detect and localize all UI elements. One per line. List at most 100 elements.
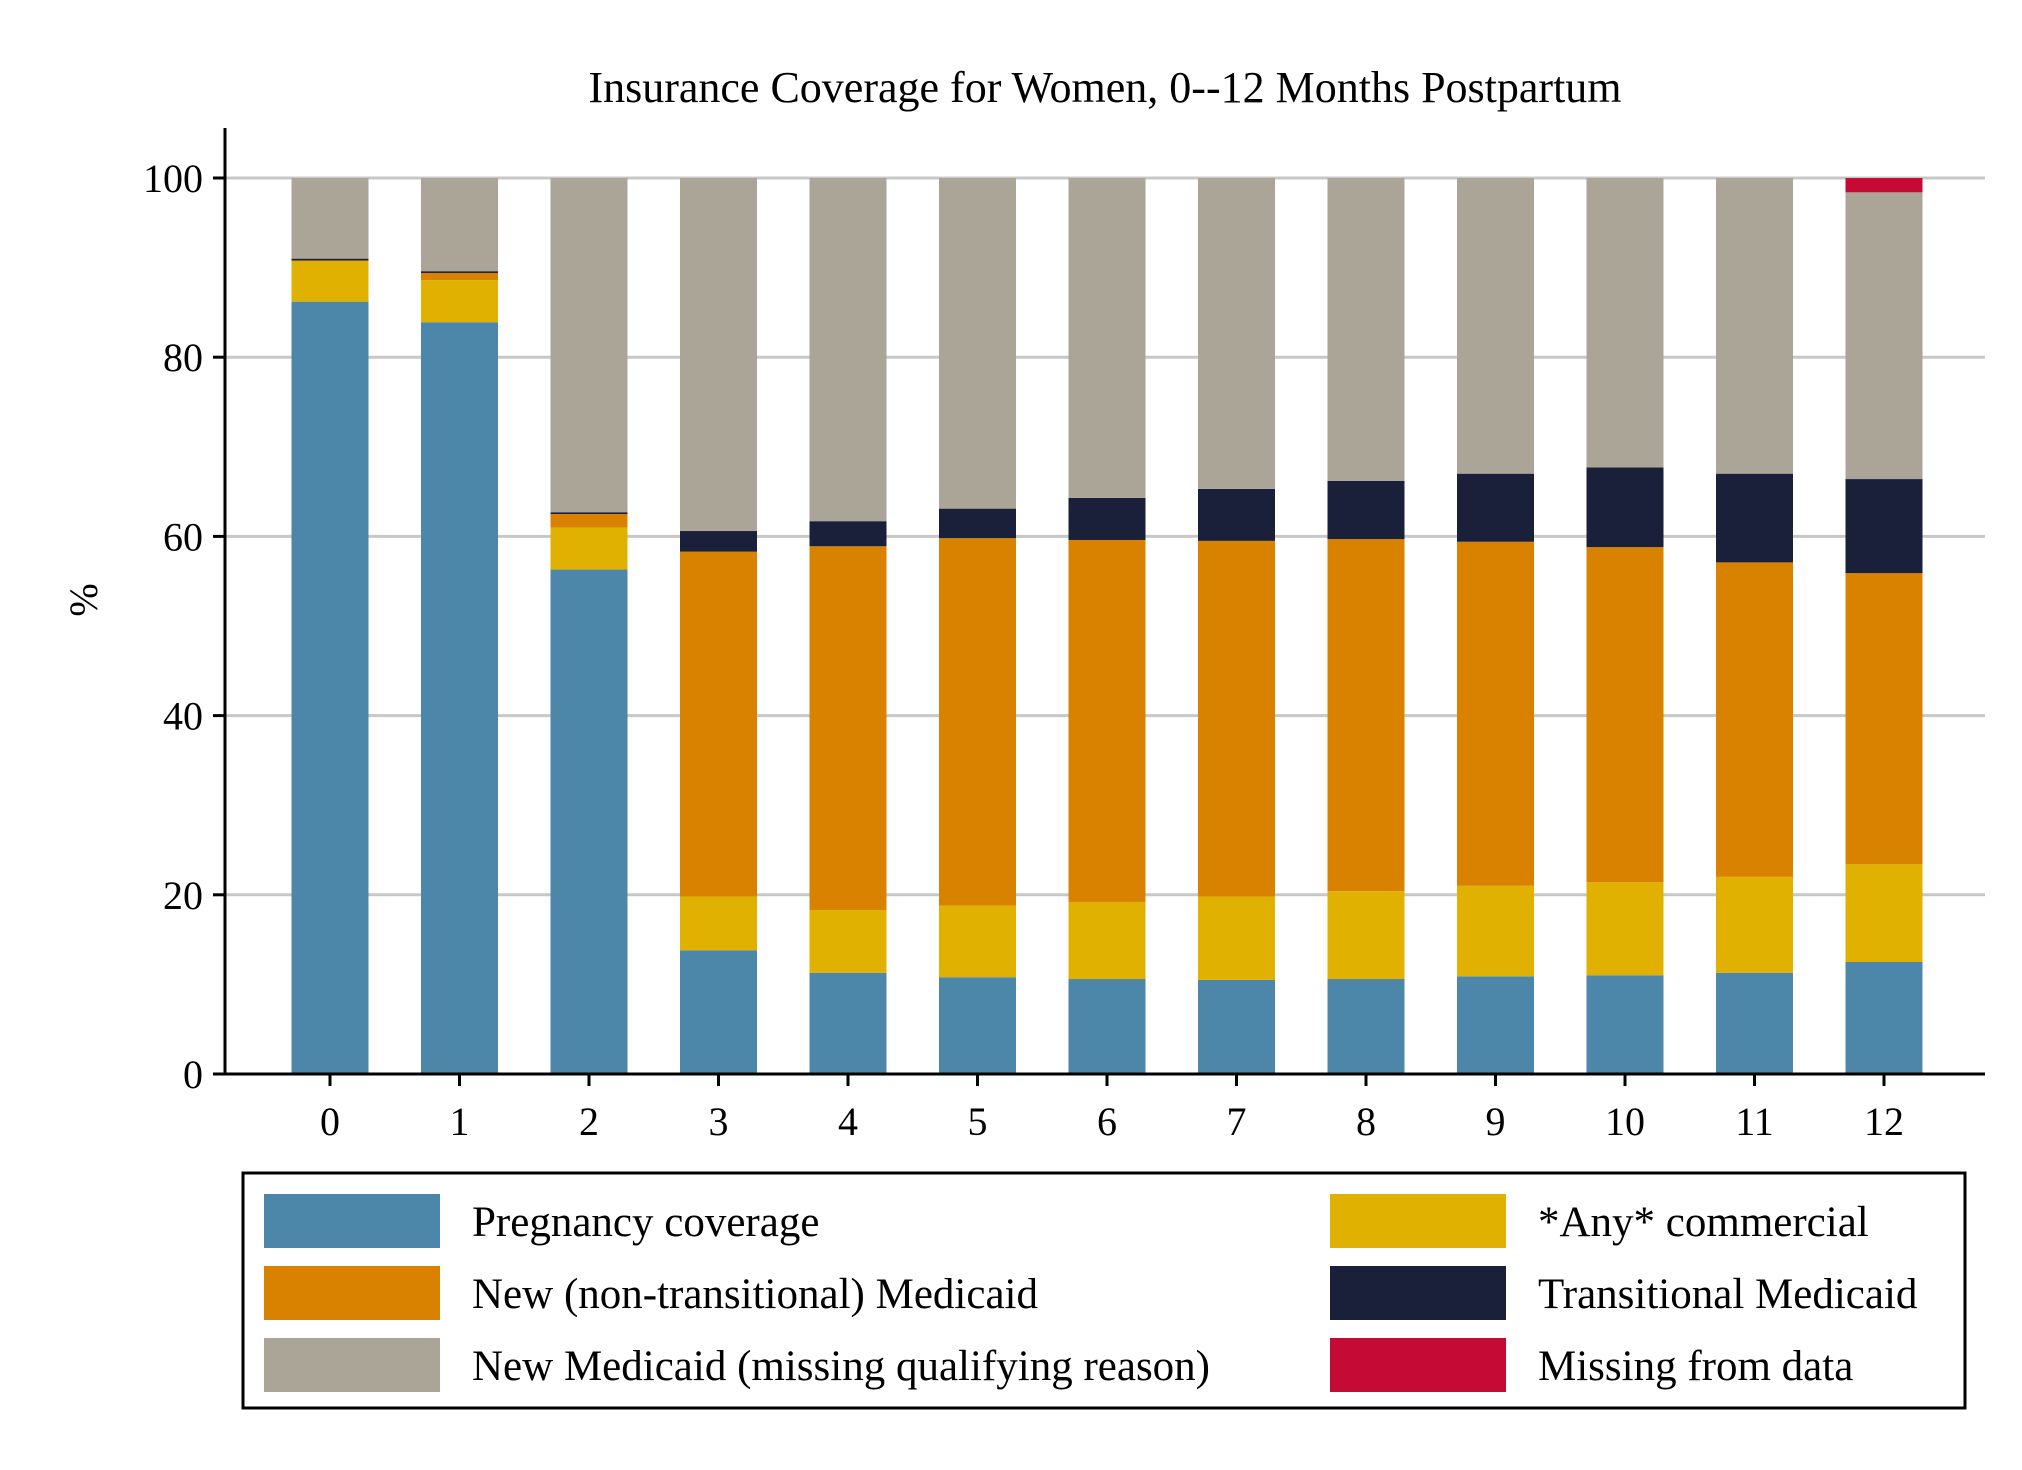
x-tick-label: 0 bbox=[320, 1099, 340, 1144]
bar-segment bbox=[1457, 976, 1534, 1074]
bar-segment bbox=[1457, 178, 1534, 474]
x-tick-label: 4 bbox=[838, 1099, 858, 1144]
legend-label: Transitional Medicaid bbox=[1538, 1271, 1917, 1318]
x-tick-label: 6 bbox=[1097, 1099, 1117, 1144]
bar-segment bbox=[809, 521, 887, 547]
bar-segment bbox=[1068, 178, 1146, 498]
bar-segment bbox=[550, 514, 628, 528]
bar-segment bbox=[550, 512, 628, 514]
x-tick-labels: 0 1 2 3 4 5 6 7 8 9 10 11 12 bbox=[320, 1074, 1904, 1144]
bar-segment bbox=[1327, 480, 1405, 540]
bar-segment bbox=[421, 271, 498, 273]
bar-segment bbox=[809, 910, 887, 973]
bar-segment bbox=[939, 508, 1016, 539]
x-tick-label: 7 bbox=[1227, 1099, 1247, 1144]
y-tick-label: 60 bbox=[163, 514, 203, 559]
bar-segment bbox=[939, 905, 1016, 978]
bar-segment bbox=[809, 972, 887, 1074]
legend-swatch bbox=[264, 1266, 440, 1320]
bar-segment bbox=[680, 551, 757, 897]
legend-label: Missing from data bbox=[1538, 1343, 1853, 1390]
legend-label: Pregnancy coverage bbox=[472, 1199, 819, 1246]
bar-segment bbox=[291, 260, 369, 262]
bar-segment bbox=[939, 178, 1016, 509]
bar-segment bbox=[680, 178, 757, 532]
bar-segment bbox=[680, 896, 757, 951]
bar-segment bbox=[550, 178, 628, 513]
bar-segment bbox=[1327, 891, 1405, 980]
y-tick-label: 20 bbox=[163, 873, 203, 918]
y-tick-label: 40 bbox=[163, 694, 203, 739]
bar-segment bbox=[1845, 192, 1923, 480]
x-tick-label: 12 bbox=[1864, 1099, 1904, 1144]
legend: Pregnancy coverage *Any* commercial New (n… bbox=[241, 1171, 1967, 1410]
bar-segment bbox=[1716, 178, 1793, 474]
bars bbox=[291, 178, 1923, 1075]
bar-segment bbox=[1198, 979, 1275, 1074]
legend-swatch bbox=[1330, 1338, 1506, 1392]
bar-segment bbox=[291, 301, 369, 1074]
bar-segment bbox=[1586, 467, 1664, 548]
bar-segment bbox=[1845, 962, 1923, 1074]
bar-segment bbox=[680, 950, 757, 1074]
bar-segment bbox=[1845, 479, 1923, 574]
bar-segment bbox=[1716, 473, 1793, 563]
bar-segment bbox=[1716, 972, 1793, 1074]
bar-segment bbox=[1586, 975, 1664, 1074]
bar-segment bbox=[1327, 979, 1405, 1074]
bar-segment bbox=[1198, 178, 1275, 489]
y-tick-label: 80 bbox=[163, 335, 203, 380]
legend-box bbox=[241, 1171, 1967, 1410]
x-tick-label: 10 bbox=[1605, 1099, 1645, 1144]
bar-segment bbox=[291, 258, 369, 261]
bar-segment bbox=[680, 531, 757, 552]
x-tick-label: 2 bbox=[579, 1099, 599, 1144]
bar-segment bbox=[1327, 178, 1405, 481]
y-tick-label: 0 bbox=[183, 1052, 203, 1097]
bar-segment bbox=[421, 280, 498, 323]
bar-segment bbox=[939, 538, 1016, 906]
bar-segment bbox=[1586, 178, 1664, 468]
x-tick-label: 1 bbox=[450, 1099, 470, 1144]
bar-segment bbox=[809, 546, 887, 911]
bar-segment bbox=[1068, 539, 1146, 902]
x-tick-label: 5 bbox=[968, 1099, 988, 1144]
bar-segment bbox=[1068, 979, 1146, 1074]
x-tick-label: 8 bbox=[1356, 1099, 1376, 1144]
bar-segment bbox=[421, 178, 498, 272]
legend-swatch bbox=[264, 1194, 440, 1248]
bar-segment bbox=[1716, 562, 1793, 877]
bar-segment bbox=[939, 977, 1016, 1074]
y-tick-label: 100 bbox=[143, 156, 203, 201]
bar-segment bbox=[1457, 885, 1534, 977]
bar-segment bbox=[1457, 541, 1534, 886]
axes bbox=[223, 128, 1985, 1076]
chart-title: Insurance Coverage for Women, 0--12 Mont… bbox=[588, 63, 1621, 112]
bar-segment bbox=[809, 178, 887, 522]
bar-segment bbox=[1845, 178, 1923, 193]
x-tick-label: 11 bbox=[1735, 1099, 1774, 1144]
bar-segment bbox=[1198, 540, 1275, 897]
bar-segment bbox=[1068, 901, 1146, 980]
bar-segment bbox=[1198, 488, 1275, 541]
bar-segment bbox=[1845, 573, 1923, 865]
legend-swatch bbox=[1330, 1266, 1506, 1320]
bar-segment bbox=[550, 569, 628, 1074]
bar-segment bbox=[421, 272, 498, 281]
bar-segment bbox=[1327, 539, 1405, 892]
bar-segment bbox=[1845, 864, 1923, 962]
bar-segment bbox=[1586, 882, 1664, 976]
bar-segment bbox=[1068, 497, 1146, 540]
legend-swatch bbox=[264, 1338, 440, 1392]
bar-segment bbox=[421, 322, 498, 1075]
bar-segment bbox=[1457, 473, 1534, 542]
bar-segment bbox=[291, 261, 369, 302]
x-tick-label: 3 bbox=[709, 1099, 729, 1144]
legend-swatch bbox=[1330, 1194, 1506, 1248]
bar-segment bbox=[1586, 547, 1664, 883]
bar-segment bbox=[550, 527, 628, 570]
y-axis-label: % bbox=[61, 583, 106, 616]
legend-label: New Medicaid (missing qualifying reason) bbox=[472, 1343, 1210, 1390]
bar-segment bbox=[1716, 876, 1793, 973]
